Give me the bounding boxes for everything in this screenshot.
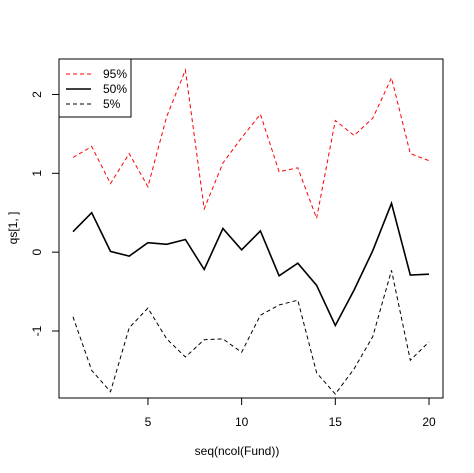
x-axis-title: seq(ncol(Fund)) bbox=[195, 444, 280, 458]
y-tick-label: 1 bbox=[30, 170, 44, 177]
legend-label: 5% bbox=[103, 97, 121, 111]
x-tick-label: 10 bbox=[235, 415, 249, 429]
y-tick-label: 0 bbox=[30, 248, 44, 255]
legend: 95%50%5% bbox=[58, 58, 132, 118]
x-tick-label: 15 bbox=[329, 415, 343, 429]
legend-box bbox=[58, 58, 132, 118]
legend-label: 50% bbox=[103, 82, 127, 96]
x-tick-label: 20 bbox=[422, 415, 436, 429]
series-line-1 bbox=[72, 200, 430, 328]
y-tick-label: -1 bbox=[30, 325, 44, 336]
y-axis-title: qs[1, ] bbox=[6, 212, 20, 245]
legend-label: 95% bbox=[103, 67, 127, 81]
y-axis: -1 0 1 2 bbox=[30, 91, 59, 336]
series-line-2 bbox=[72, 270, 430, 395]
x-axis: 5 10 15 20 bbox=[145, 398, 436, 429]
x-tick-label: 5 bbox=[145, 415, 152, 429]
y-tick-label: 2 bbox=[30, 91, 44, 98]
series-layer bbox=[72, 68, 430, 395]
plot-box bbox=[58, 58, 444, 399]
